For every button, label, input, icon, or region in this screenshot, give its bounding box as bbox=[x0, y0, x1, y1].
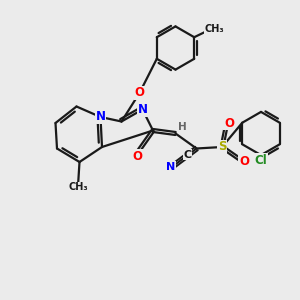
Text: N: N bbox=[167, 161, 176, 172]
Text: Cl: Cl bbox=[255, 154, 267, 167]
Text: N: N bbox=[95, 110, 106, 124]
Text: H: H bbox=[178, 122, 187, 132]
Text: O: O bbox=[132, 149, 142, 163]
Text: N: N bbox=[137, 103, 148, 116]
Text: O: O bbox=[224, 116, 234, 130]
Text: CH₃: CH₃ bbox=[204, 24, 224, 34]
Text: S: S bbox=[218, 140, 226, 154]
Text: CH₃: CH₃ bbox=[68, 182, 88, 193]
Text: O: O bbox=[239, 155, 249, 169]
Text: C: C bbox=[183, 149, 192, 160]
Text: O: O bbox=[134, 86, 145, 100]
